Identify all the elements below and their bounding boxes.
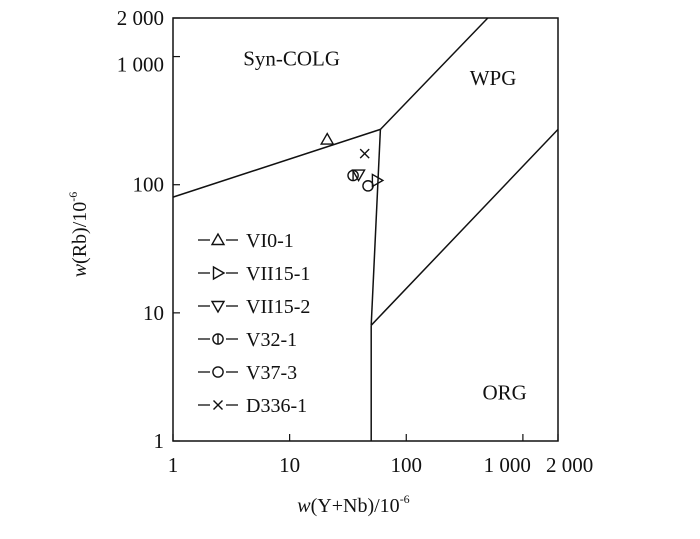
data-point xyxy=(371,173,385,188)
legend-marker xyxy=(212,265,226,281)
y-tick-label: 10 xyxy=(143,301,164,325)
legend-label: V37-3 xyxy=(246,362,297,384)
x-tick-label: 10 xyxy=(279,453,300,477)
y-tick-label: 2 000 xyxy=(117,6,164,30)
boundary-line xyxy=(379,17,489,130)
legend-item: V32-1 xyxy=(198,329,297,351)
legend-label: V32-1 xyxy=(246,329,297,351)
field-boundaries xyxy=(172,17,559,441)
data-point xyxy=(359,148,370,159)
x-tick-label: 100 xyxy=(391,453,423,477)
x-tick-label: 1 xyxy=(168,453,179,477)
legend-item: VII15-2 xyxy=(198,296,310,318)
region-label: Syn-COLG xyxy=(243,47,340,71)
legend-label: VII15-1 xyxy=(246,263,310,285)
legend-label: D336-1 xyxy=(246,395,307,417)
y-axis-title: w(Rb)/10-6 xyxy=(66,192,91,278)
data-point xyxy=(320,132,335,145)
data-point xyxy=(347,169,359,182)
x-axis-title: w(Y+Nb)/10-6 xyxy=(297,492,409,517)
boundary-line xyxy=(370,128,559,326)
region-label: WPG xyxy=(470,66,517,90)
legend: VI0-1 VII15-1 VII15-2 V32-1 V37-3 D336-1 xyxy=(198,230,310,417)
boundary-line xyxy=(172,128,381,198)
legend-marker xyxy=(212,366,224,378)
legend-marker xyxy=(210,232,226,246)
region-labels: Syn-COLG WPG ORG xyxy=(243,47,527,405)
data-points xyxy=(320,132,385,192)
legend-label: VI0-1 xyxy=(246,230,294,252)
y-tick-label: 100 xyxy=(133,173,165,197)
plot-frame xyxy=(172,17,559,442)
y-axis-ticks: 1 10 100 1 000 2 000 xyxy=(117,6,180,453)
x-tick-label: 1 000 xyxy=(484,453,531,477)
legend-item: V37-3 xyxy=(198,362,297,384)
legend-label: VII15-2 xyxy=(246,296,310,318)
y-tick-label: 1 xyxy=(154,429,165,453)
plot-border xyxy=(172,17,559,442)
x-axis-ticks: 1 10 100 1 000 2 000 xyxy=(168,434,593,477)
legend-item: VI0-1 xyxy=(198,230,294,252)
region-label: ORG xyxy=(482,381,526,405)
x-tick-label: 2 000 xyxy=(546,453,593,477)
legend-marker xyxy=(212,333,224,345)
legend-marker xyxy=(210,300,226,314)
y-tick-label: 1 000 xyxy=(117,53,164,77)
legend-item: VII15-1 xyxy=(198,263,310,285)
boundary-line xyxy=(370,129,382,326)
legend-marker xyxy=(213,400,223,410)
data-point xyxy=(351,169,366,182)
data-point xyxy=(362,180,374,192)
legend-item: D336-1 xyxy=(198,395,307,417)
